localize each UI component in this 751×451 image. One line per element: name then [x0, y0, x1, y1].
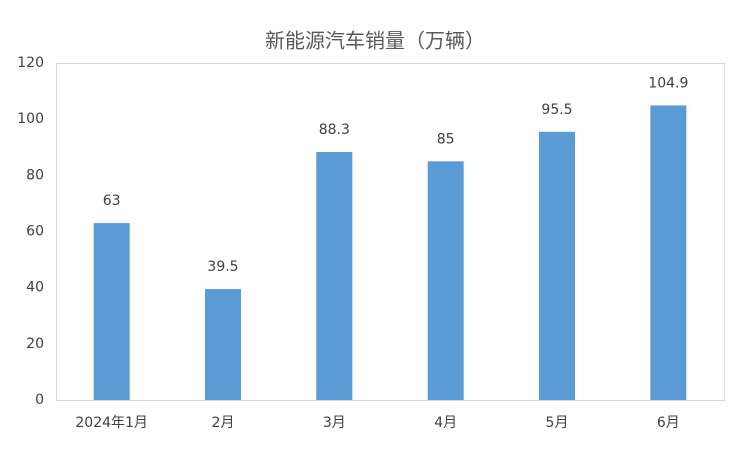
x-tick-label: 5月: [546, 415, 569, 431]
bar: [93, 223, 130, 400]
bar: [205, 289, 241, 400]
y-tick-label: 60: [26, 224, 44, 240]
y-tick-label: 100: [17, 111, 44, 127]
bar: [427, 161, 464, 400]
data-label: 63: [103, 193, 121, 209]
bar: [650, 105, 687, 401]
data-label: 95.5: [541, 102, 572, 118]
x-tick-label: 3月: [323, 415, 346, 431]
y-tick-label: 80: [26, 167, 44, 183]
data-label: 88.3: [319, 122, 350, 138]
x-tick-label: 2月: [212, 415, 235, 431]
x-tick-label: 2024年1月: [75, 415, 148, 431]
x-tick-label: 4月: [434, 415, 457, 431]
x-tick-label: 6月: [657, 415, 680, 431]
y-tick-label: 20: [26, 336, 44, 352]
bar: [316, 152, 353, 400]
y-tick-label: 40: [26, 280, 44, 296]
y-tick-label: 0: [35, 392, 44, 408]
plot-border: [56, 63, 725, 401]
bar: [539, 131, 575, 400]
data-label: 39.5: [207, 259, 238, 275]
chart-title: 新能源汽车销量（万辆）: [265, 29, 485, 53]
data-label: 85: [437, 131, 455, 147]
data-label: 104.9: [648, 75, 688, 91]
y-tick-label: 120: [17, 55, 44, 71]
